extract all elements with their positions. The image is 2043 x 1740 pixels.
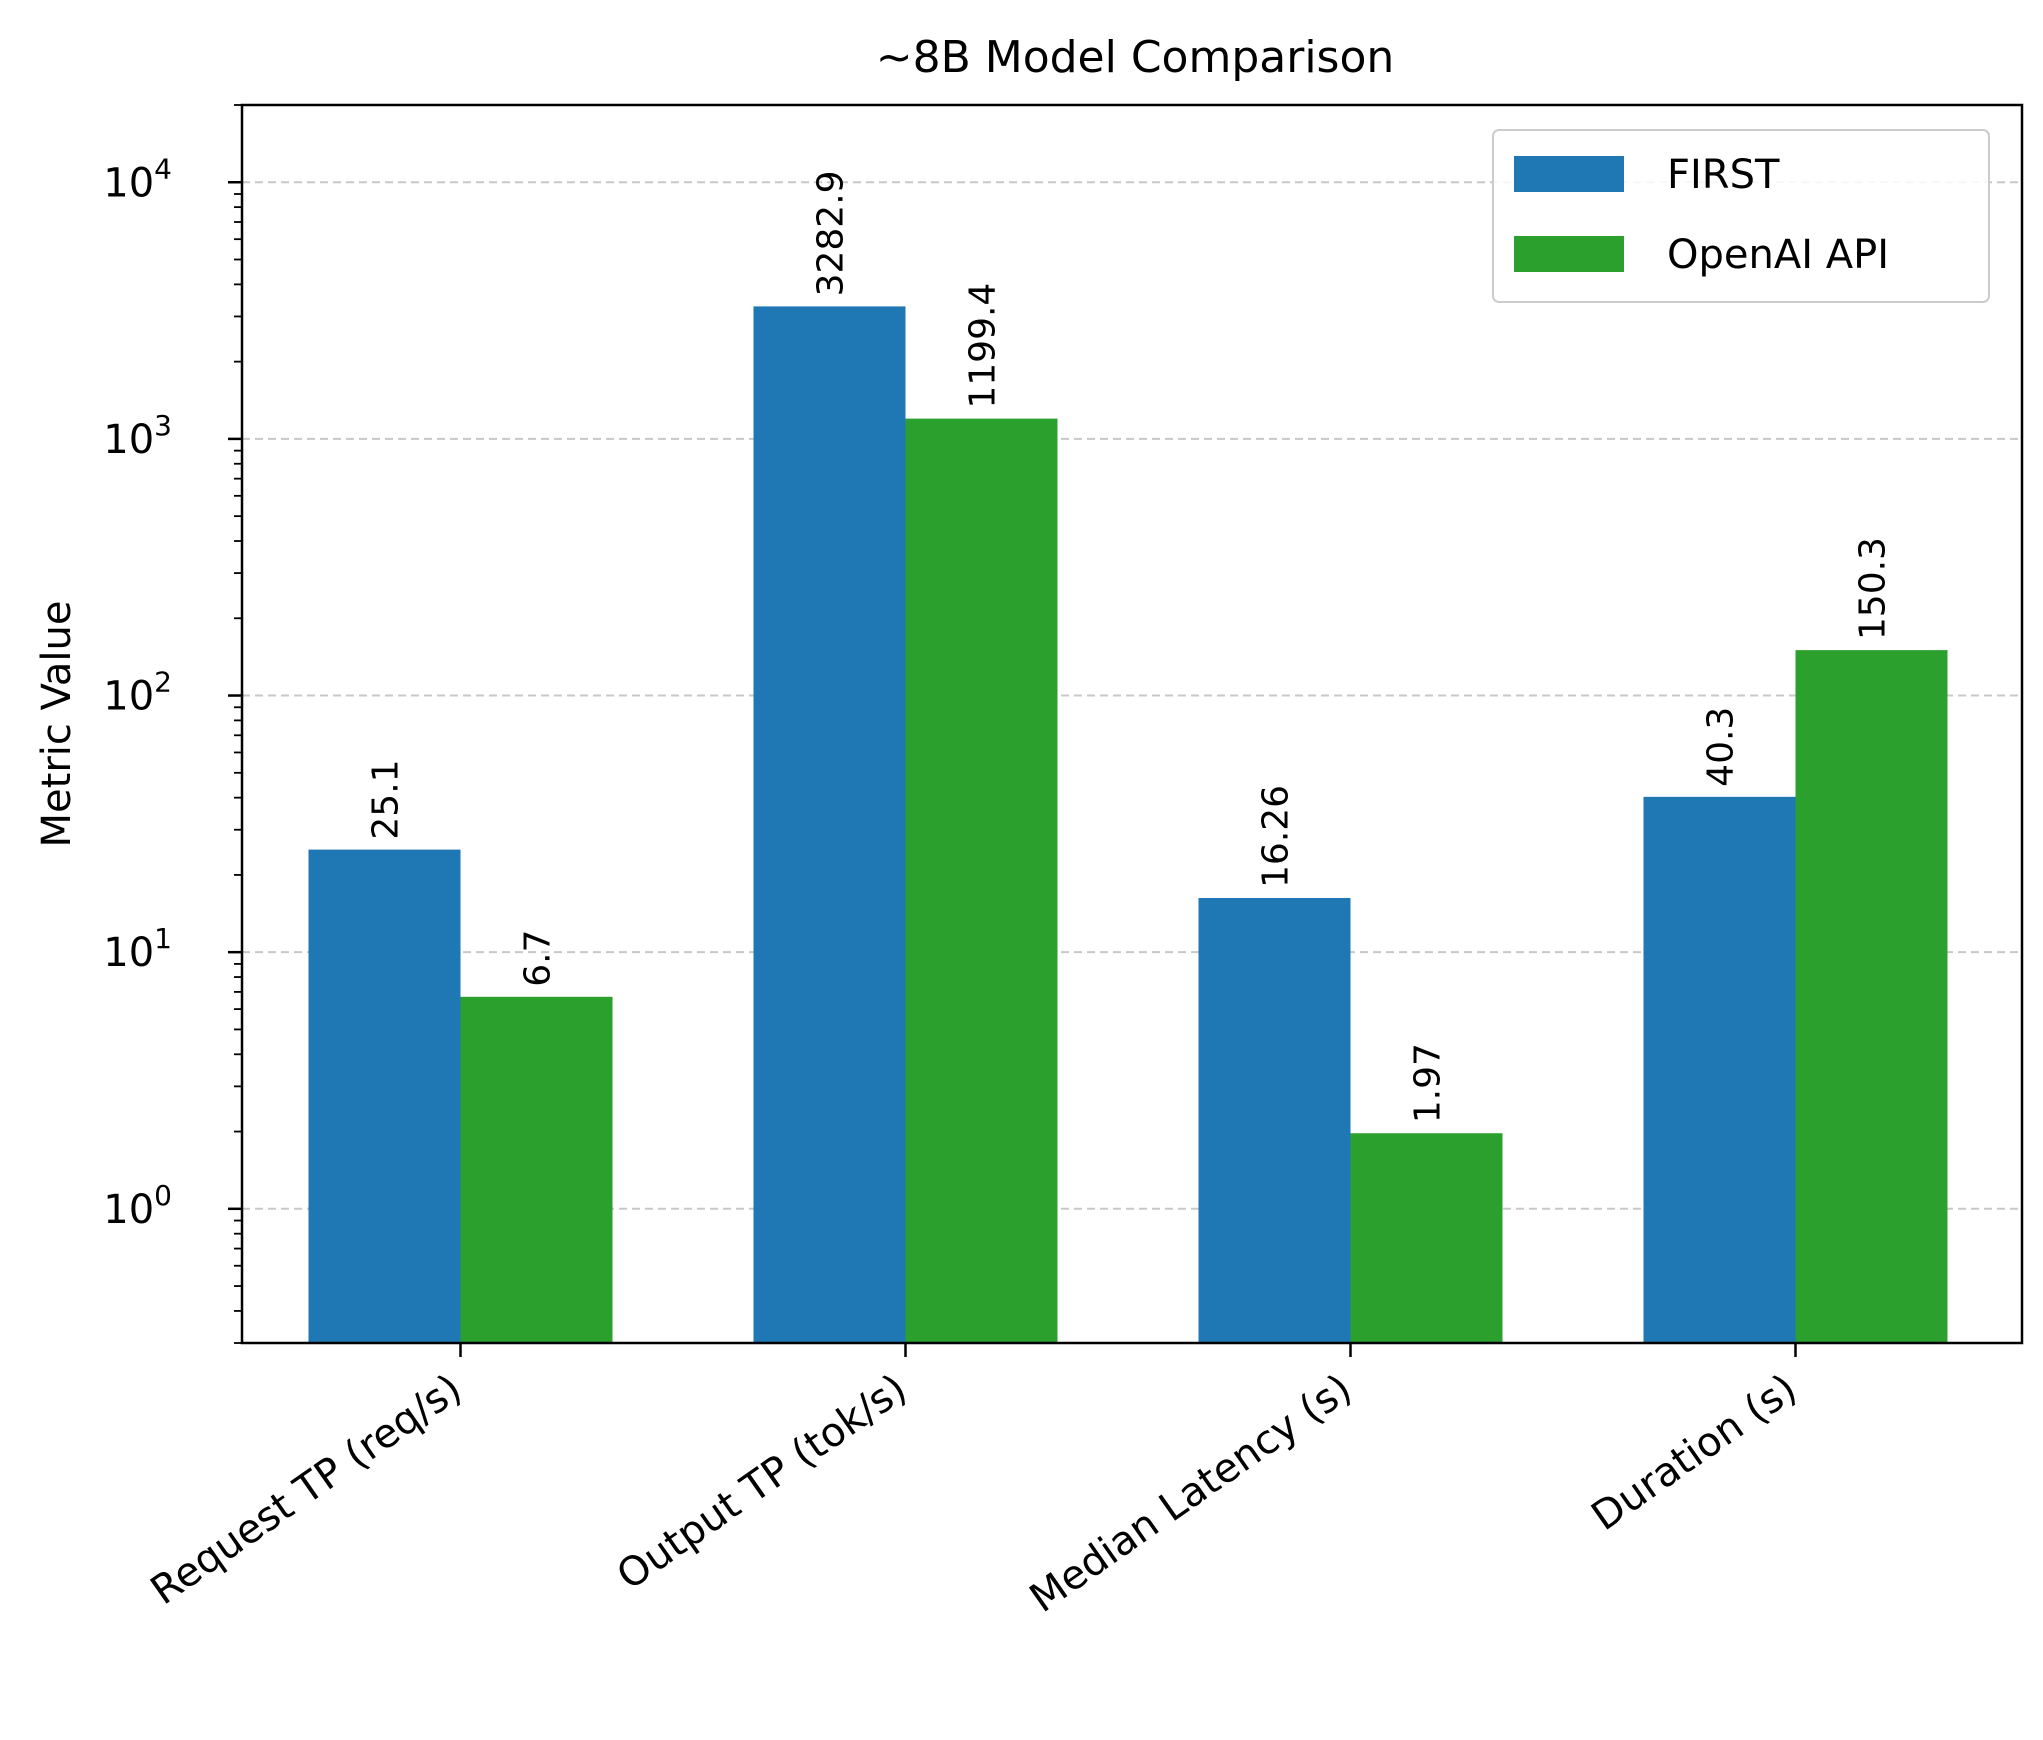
data-labels: 25.1 6.7 3282.9 1199.4 16.26 1.97 40.3 150.3: [366, 170, 1894, 1123]
bar-first: [1198, 897, 1351, 1343]
x-tick-label: Duration (s): [1583, 1366, 1805, 1540]
data-label: 6.7: [518, 930, 559, 987]
bars: [308, 306, 1948, 1343]
y-tick-label: 101: [103, 922, 172, 976]
bar-openai-api: [1795, 650, 1948, 1343]
data-label: 1.97: [1408, 1043, 1449, 1123]
y-tick-label: 104: [103, 152, 172, 206]
x-axis: Request TP (req/s) Output TP (tok/s) Media…: [143, 1343, 1805, 1622]
legend: FIRST OpenAI API: [1492, 129, 1990, 303]
data-label: 16.26: [1256, 785, 1297, 888]
bar-openai-api: [460, 996, 613, 1343]
x-tick-label: Output TP (tok/s): [609, 1366, 915, 1600]
data-label: 25.1: [366, 759, 407, 839]
legend-swatch: [1514, 236, 1624, 272]
y-axis-label: Metric Value: [34, 601, 80, 848]
y-tick-exponent: 0: [154, 1179, 172, 1212]
data-label: 40.3: [1701, 707, 1742, 787]
legend-swatch: [1514, 156, 1624, 192]
data-label: 3282.9: [811, 170, 852, 296]
y-tick-label: 103: [103, 409, 172, 463]
legend-label: OpenAI API: [1667, 232, 1889, 278]
x-tick-label: Median Latency (s): [1022, 1366, 1361, 1622]
y-tick-exponent: 4: [154, 152, 172, 185]
data-label: 150.3: [1853, 537, 1894, 640]
bar-openai-api: [1350, 1133, 1503, 1343]
y-tick-exponent: 2: [154, 666, 172, 699]
y-tick-exponent: 3: [154, 409, 172, 442]
y-tick-exponent: 1: [154, 922, 172, 955]
chart-title: ~8B Model Comparison: [876, 32, 1395, 83]
bar-first: [1643, 796, 1796, 1343]
bar-first: [308, 849, 461, 1343]
y-tick-label: 102: [103, 666, 172, 720]
bar-first: [753, 306, 906, 1343]
y-tick-label: 100: [103, 1179, 172, 1233]
plot-frame: [240, 103, 2024, 1345]
data-label: 1199.4: [963, 283, 1004, 409]
bar-openai-api: [905, 418, 1058, 1343]
legend-label: FIRST: [1667, 152, 1780, 198]
x-tick-label: Request TP (req/s): [143, 1366, 470, 1615]
